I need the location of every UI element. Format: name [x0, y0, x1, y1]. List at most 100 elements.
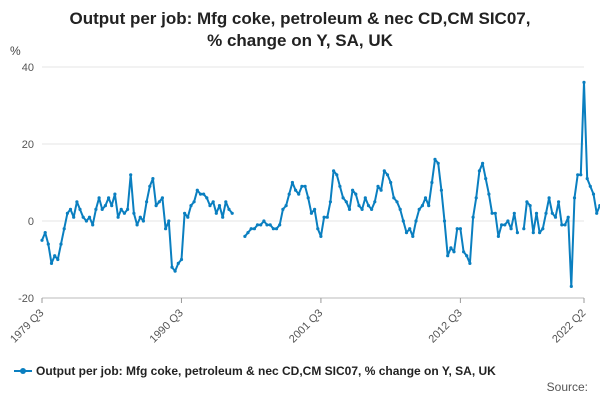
data-point: [363, 196, 367, 200]
source-label: Source:: [546, 380, 588, 394]
data-point: [287, 192, 291, 196]
data-point: [122, 211, 126, 215]
data-point: [145, 200, 149, 204]
data-point: [541, 227, 545, 231]
data-point: [512, 211, 516, 215]
data-point: [325, 215, 329, 219]
data-point: [309, 211, 313, 215]
data-point: [354, 192, 358, 196]
data-point: [249, 227, 253, 231]
data-point: [553, 215, 558, 219]
data-point: [154, 204, 158, 208]
data-point: [481, 161, 485, 165]
data-point: [534, 211, 539, 215]
data-point: [173, 269, 177, 273]
data-point: [389, 180, 393, 185]
data-point: [221, 215, 225, 219]
data-point: [332, 169, 336, 173]
data-point: [284, 204, 288, 208]
data-point: [214, 211, 218, 215]
x-tick-label: 1979 Q3: [8, 307, 46, 345]
legend-series-label: Output per job: Mfg coke, petroleum & ne…: [36, 364, 496, 378]
data-point: [373, 200, 377, 204]
y-tick-label: 0: [28, 216, 34, 228]
data-point: [560, 223, 564, 227]
data-point: [84, 219, 88, 223]
data-point: [141, 219, 145, 223]
data-point: [328, 200, 332, 204]
x-tick-label: 1990 Q3: [148, 307, 186, 345]
data-point: [268, 223, 272, 227]
data-point: [160, 196, 164, 200]
data-point: [274, 227, 279, 231]
data-point: [230, 211, 234, 215]
data-point: [395, 200, 399, 204]
data-point: [113, 192, 117, 196]
data-point: [179, 257, 184, 262]
data-point: [458, 227, 462, 231]
data-point: [370, 207, 374, 211]
data-point: [442, 219, 447, 223]
x-tick-label: 2001 Q3: [287, 307, 325, 345]
data-point: [126, 207, 130, 211]
data-point: [436, 161, 440, 165]
data-point: [547, 196, 551, 200]
data-point: [198, 192, 203, 196]
data-point: [500, 223, 504, 227]
data-point: [474, 196, 478, 200]
data-point: [430, 180, 434, 185]
data-point: [217, 204, 222, 208]
data-point: [427, 204, 431, 208]
data-point: [300, 184, 304, 188]
data-point: [255, 223, 260, 227]
data-point: [259, 223, 263, 227]
data-point: [588, 184, 592, 188]
data-point: [297, 192, 301, 196]
data-point: [189, 204, 193, 208]
data-point: [379, 188, 383, 192]
chart-title-line-2: % change on Y, SA, UK: [207, 31, 393, 50]
data-point: [566, 215, 570, 219]
data-point: [515, 231, 520, 235]
data-point: [107, 196, 111, 200]
y-tick-label: -20: [18, 293, 34, 305]
data-point: [94, 207, 98, 211]
y-tick-label: 40: [22, 62, 34, 74]
data-point: [56, 257, 60, 262]
data-point: [544, 211, 548, 215]
data-point: [208, 204, 212, 208]
data-point: [455, 227, 459, 231]
data-point: [40, 238, 44, 242]
data-point: [538, 231, 542, 235]
data-point: [433, 157, 437, 161]
data-point: [313, 207, 317, 211]
data-point: [116, 215, 120, 219]
data-point: [271, 227, 275, 231]
data-point: [569, 284, 573, 288]
data-point: [176, 261, 180, 265]
data-point: [78, 207, 82, 211]
data-point: [392, 196, 396, 200]
data-point: [360, 207, 364, 211]
data-point: [202, 192, 206, 196]
data-point: [148, 184, 152, 188]
data-point: [68, 207, 73, 211]
data-point: [398, 207, 402, 211]
data-point: [420, 204, 424, 208]
data-point: [401, 219, 405, 223]
y-axis-unit-label: %: [10, 44, 21, 58]
data-point: [183, 211, 187, 215]
data-point: [344, 200, 348, 204]
data-point: [319, 234, 323, 238]
data-point: [281, 207, 285, 211]
data-point: [303, 184, 307, 188]
data-point: [195, 188, 199, 192]
data-point: [110, 204, 114, 208]
data-point: [449, 246, 453, 250]
data-point: [192, 200, 196, 204]
data-point: [585, 177, 589, 181]
y-tick-label: 20: [22, 139, 34, 151]
data-point: [167, 219, 171, 223]
